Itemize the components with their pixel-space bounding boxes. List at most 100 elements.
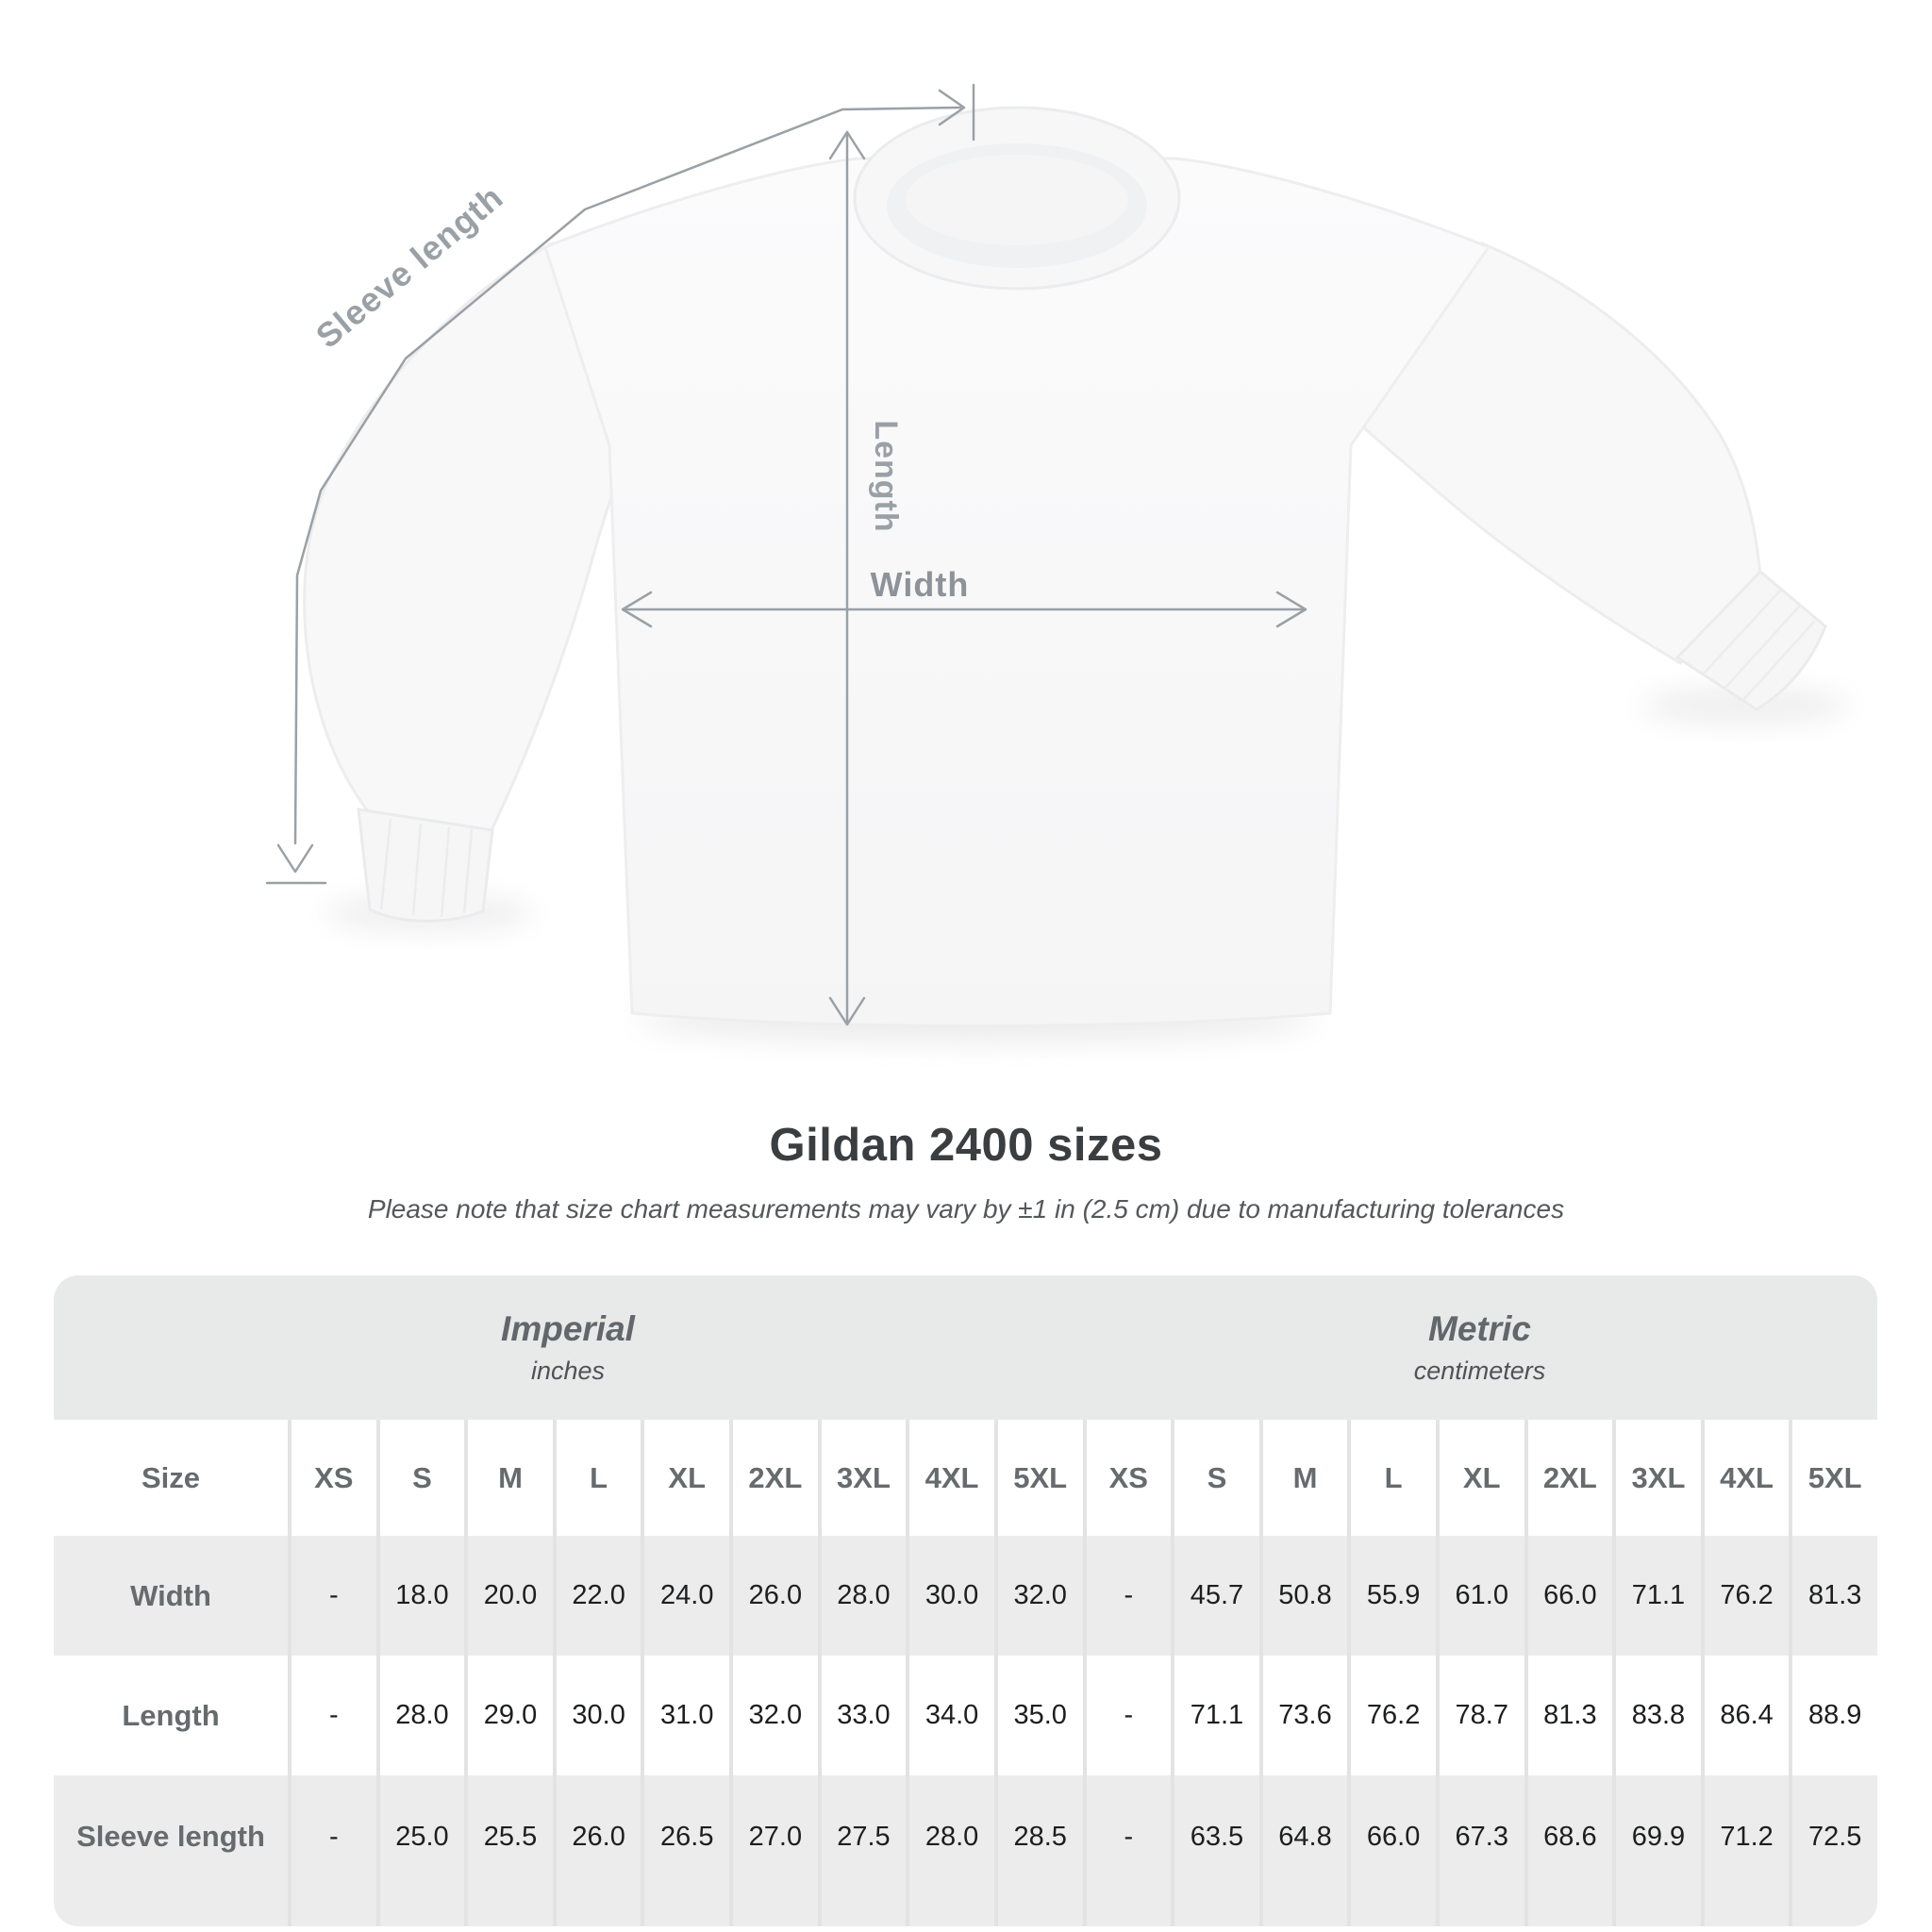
table-cell: 66.0: [1347, 1775, 1436, 1926]
table-cell: 3XL: [817, 1420, 907, 1536]
table-cell: 28.5: [993, 1775, 1083, 1926]
row-label-length: Length: [122, 1698, 220, 1732]
table-cell: 86.4: [1700, 1656, 1790, 1775]
table-cell: 30.0: [906, 1536, 994, 1656]
table-cell: 32.0: [729, 1656, 818, 1775]
page-title: Gildan 2400 sizes: [769, 1120, 1163, 1171]
table-cell: 81.3: [1524, 1656, 1613, 1775]
table-cell: 29.0: [464, 1656, 553, 1775]
metric-unit: centimeters: [1413, 1357, 1546, 1385]
table-cell: 66.0: [1524, 1536, 1613, 1656]
collar: [853, 106, 1181, 291]
table-cell: 25.5: [464, 1775, 553, 1926]
table-cell: 28.0: [375, 1656, 465, 1775]
table-cell: M: [464, 1420, 553, 1536]
table-cell: 2XL: [729, 1420, 818, 1536]
table-cell: -: [1082, 1656, 1172, 1775]
table-cell: XS: [288, 1420, 376, 1536]
table-cell: 20.0: [464, 1536, 553, 1656]
left-cuff: [357, 808, 494, 923]
table-cell: 22.0: [552, 1536, 641, 1656]
unit-header-band: Imperial inches Metric centimeters: [54, 1275, 1877, 1420]
table-cell: 26.0: [552, 1775, 641, 1926]
table-cell: 33.0: [817, 1656, 907, 1775]
table-row-length: Length -28.0 29.0 30.0 31.0 32.0 33.0 34.0 35.0…: [54, 1656, 1877, 1775]
table-cell: 45.7: [1171, 1536, 1259, 1656]
table-cell: 63.5: [1171, 1775, 1259, 1926]
shirt-illustration: Sleeve length Length Width: [265, 83, 1849, 1043]
imperial-section-header: Imperial inches: [54, 1275, 1082, 1420]
size-header-row: Size XS S M L XL 2XL 3XL 4XL 5XL XS S M L XL 2XL 3XL 4XL…: [54, 1420, 1877, 1536]
table-cell: 26.0: [729, 1536, 818, 1656]
table-cell: 83.8: [1612, 1656, 1701, 1775]
table-cell: -: [288, 1775, 376, 1926]
table-cell: 88.9: [1789, 1656, 1877, 1775]
width-measure-line: [621, 591, 1307, 628]
table-cell: 64.8: [1258, 1775, 1348, 1926]
table-cell: 4XL: [906, 1420, 994, 1536]
right-cuff-shadow: [1641, 687, 1849, 724]
sleeve-length-measure-line: [265, 83, 975, 885]
page-subtitle: Please note that size chart measurements…: [367, 1194, 1565, 1224]
table-cell: 18.0: [375, 1536, 465, 1656]
table-cell: 3XL: [1612, 1420, 1701, 1536]
table-cell: 81.3: [1789, 1536, 1877, 1656]
shirt-measurement-diagram: Sleeve length Length Width: [265, 83, 1849, 1043]
table-cell: 68.6: [1524, 1775, 1613, 1926]
table-row-width: Width -18.0 20.0 22.0 24.0 26.0 28.0 30.0 32.0-…: [54, 1536, 1877, 1656]
table-row-sleeve-length: Sleeve length -25.0 25.5 26.0 26.5 27.0 27.5 2…: [54, 1775, 1877, 1926]
table-cell: 50.8: [1258, 1536, 1348, 1656]
table-cell: 71.1: [1612, 1536, 1701, 1656]
left-cuff-ribs: [379, 818, 474, 918]
table-cell: 26.5: [641, 1775, 729, 1926]
table-cell: 28.0: [906, 1775, 994, 1926]
table-cell: 5XL: [993, 1420, 1083, 1536]
table-cell: 32.0: [993, 1536, 1083, 1656]
table-cell: 4XL: [1700, 1420, 1790, 1536]
table-cell: -: [288, 1536, 376, 1656]
right-cuff-ribs: [1702, 589, 1816, 701]
table-cell: 71.2: [1700, 1775, 1790, 1926]
table-cell: 73.6: [1258, 1656, 1348, 1775]
table-cell: 27.5: [817, 1775, 907, 1926]
table-cell: 28.0: [817, 1536, 907, 1656]
table-cell: S: [1171, 1420, 1259, 1536]
table-cell: XS: [1082, 1420, 1172, 1536]
table-cell: 30.0: [552, 1656, 641, 1775]
metric-section-header: Metric centimeters: [1082, 1275, 1877, 1420]
table-cell: 69.9: [1612, 1775, 1701, 1926]
imperial-unit: inches: [530, 1357, 606, 1385]
table-cell: M: [1258, 1420, 1348, 1536]
length-measure-line: [828, 130, 866, 1026]
table-cell: 31.0: [641, 1656, 729, 1775]
size-header-label: Size: [141, 1460, 201, 1494]
table-cell: L: [1347, 1420, 1436, 1536]
table-cell: -: [1082, 1775, 1172, 1926]
table-cell: 67.3: [1435, 1775, 1524, 1926]
table-cell: 76.2: [1347, 1656, 1436, 1775]
table-cell: 72.5: [1789, 1775, 1877, 1926]
table-cell: 78.7: [1435, 1656, 1524, 1775]
table-cell: 76.2: [1700, 1536, 1790, 1656]
table-cell: 5XL: [1789, 1420, 1877, 1536]
table-cell: 34.0: [906, 1656, 994, 1775]
table-cell: -: [1082, 1536, 1172, 1656]
row-label-sleeve-length: Sleeve length: [76, 1820, 265, 1853]
size-table: Imperial inches Metric centimeters Size …: [54, 1275, 1877, 1926]
table-cell: 27.0: [729, 1775, 818, 1926]
table-cell: 71.1: [1171, 1656, 1259, 1775]
table-cell: 55.9: [1347, 1536, 1436, 1656]
table-cell: -: [288, 1656, 376, 1775]
length-label: Length: [868, 420, 904, 532]
table-cell: XL: [1435, 1420, 1524, 1536]
imperial-title: Imperial: [501, 1309, 635, 1348]
table-cell: 61.0: [1435, 1536, 1524, 1656]
table-cell: 35.0: [993, 1656, 1083, 1775]
table-cell: XL: [641, 1420, 729, 1536]
table-cell: S: [375, 1420, 465, 1536]
right-cuff: [1674, 569, 1827, 711]
width-label: Width: [871, 565, 970, 604]
metric-title: Metric: [1428, 1309, 1531, 1348]
row-label-width: Width: [130, 1578, 211, 1612]
table-cell: L: [552, 1420, 641, 1536]
